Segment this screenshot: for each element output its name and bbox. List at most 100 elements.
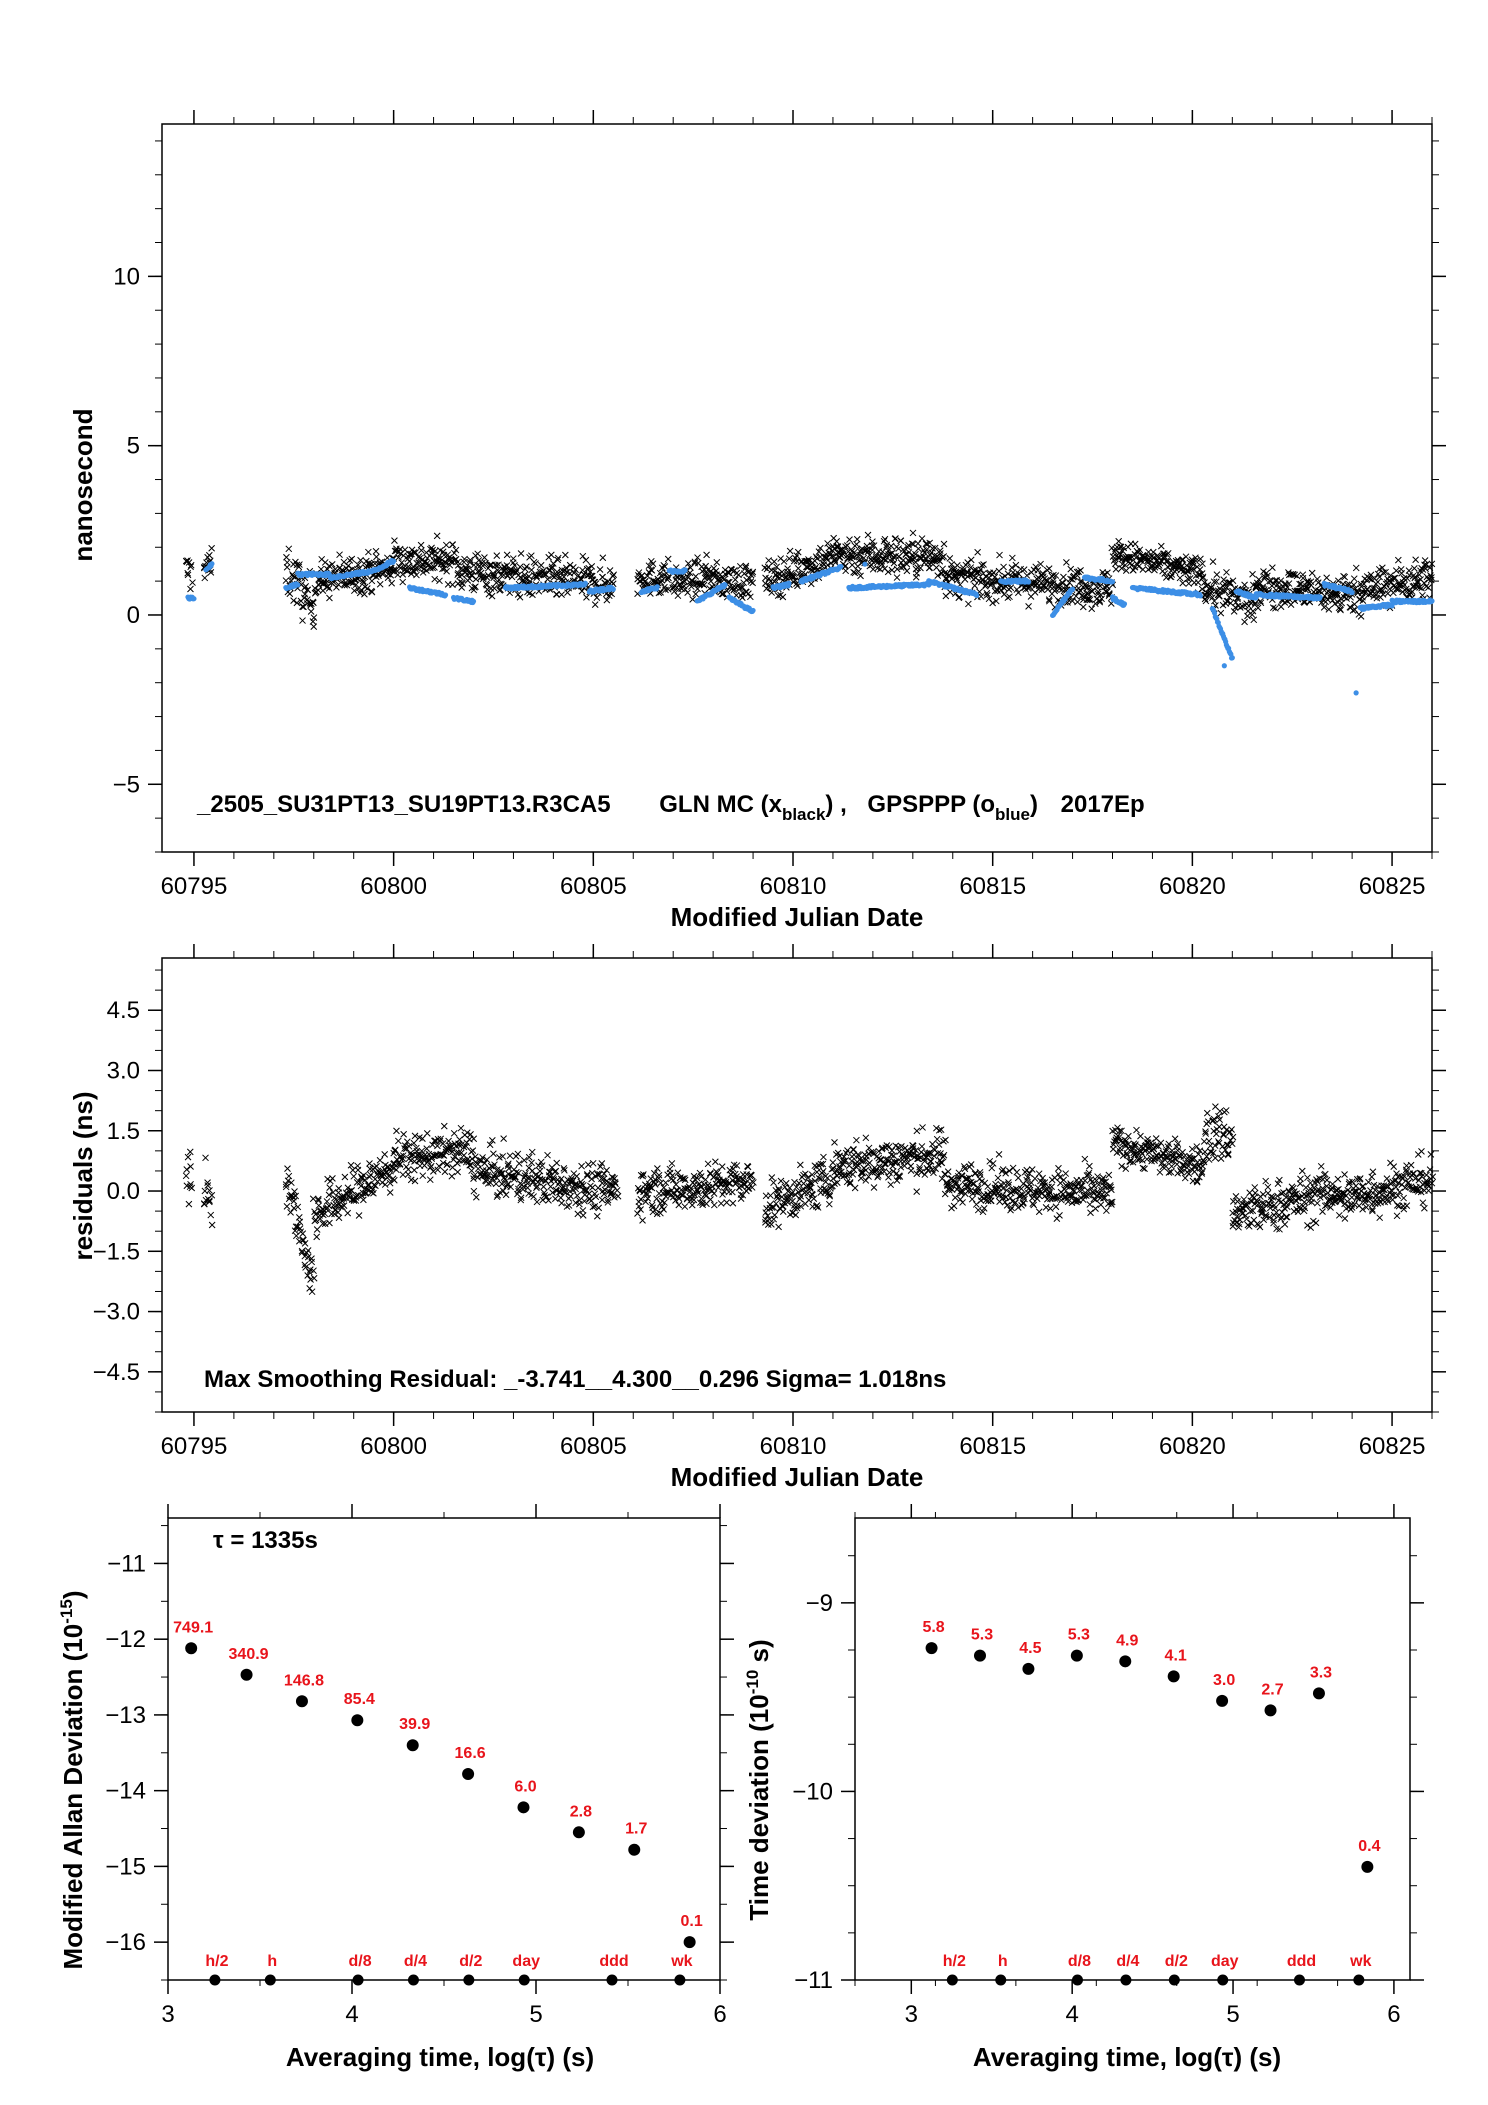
data-point-o: [750, 607, 756, 614]
p0-ann-gln-sub: black: [782, 805, 826, 824]
data-point-x: [1014, 589, 1022, 597]
p0-ann-epoch: 2017Ep: [1061, 791, 1145, 818]
data-point-x: [870, 542, 878, 549]
data-point-x: [554, 556, 562, 564]
data-point-x: [890, 553, 897, 561]
p1-ytick-label: 3.0: [107, 1057, 140, 1084]
p1-xtick-label: 60815: [959, 1433, 1026, 1460]
data-point-x: [934, 572, 942, 579]
data-point-x: [431, 575, 439, 583]
data-point-x: [851, 569, 859, 577]
data-point-x: [442, 541, 450, 549]
data-point-x: [648, 567, 656, 574]
data-point-x: [965, 600, 972, 608]
data-point-x: [299, 617, 306, 624]
data-point-x: [474, 550, 482, 558]
data-point-x: [848, 561, 856, 569]
data-point-o: [1069, 586, 1076, 592]
p1-xtick-label: 60825: [1359, 1433, 1426, 1460]
data-point-x: [427, 564, 434, 572]
data-point-x: [805, 557, 813, 565]
data-point-x: [376, 580, 384, 588]
data-point-x: [516, 593, 524, 601]
p0-xtick-label: 60815: [959, 873, 1026, 900]
data-point-x: [978, 561, 986, 569]
data-point-x: [892, 535, 899, 542]
data-point-x: [980, 561, 987, 568]
data-point-o: [1026, 579, 1032, 585]
p0-ytick-label: −5: [113, 771, 140, 798]
data-point-x: [824, 540, 831, 547]
data-point-x: [418, 546, 425, 554]
data-point-x: [692, 572, 700, 580]
data-point-o: [582, 580, 588, 586]
data-point-x: [335, 581, 342, 588]
data-point-o: [1229, 655, 1235, 661]
data-point-x: [583, 594, 590, 601]
p0-ylabel: nanosecond: [68, 408, 98, 561]
data-point-x: [359, 577, 367, 585]
data-point-x: [912, 558, 920, 566]
data-point-x: [807, 580, 815, 588]
data-point-x: [869, 538, 876, 545]
data-point-o: [1121, 601, 1128, 607]
data-point-o: [654, 584, 660, 590]
data-point-o: [722, 582, 728, 588]
data-point-x: [908, 540, 916, 548]
data-point-x: [1034, 567, 1042, 574]
data-point-x: [407, 570, 415, 578]
data-point-x: [201, 574, 209, 582]
data-point-x: [1009, 554, 1016, 562]
data-point-x: [336, 551, 343, 559]
data-point-x: [1077, 587, 1084, 595]
data-point-x: [903, 567, 911, 575]
data-point-x: [1073, 572, 1081, 579]
data-point-x: [423, 567, 430, 574]
data-point-x: [936, 557, 944, 565]
data-point-x: [390, 566, 398, 573]
p1-xlabel: Modified Julian Date: [671, 1462, 924, 1492]
data-point-x: [395, 553, 402, 561]
data-point-x: [566, 561, 574, 569]
data-point-x: [712, 567, 720, 575]
data-point-x: [884, 568, 892, 576]
data-point-x: [326, 594, 333, 602]
data-point-x: [477, 569, 485, 577]
data-point-x: [784, 565, 791, 572]
p1-ytick-label: 0.0: [107, 1178, 140, 1205]
data-point-x: [187, 561, 195, 569]
data-point-x: [843, 542, 851, 549]
data-point-x: [786, 547, 794, 555]
data-point-x: [548, 565, 556, 572]
data-point-x: [570, 569, 578, 577]
p1-xtick-label: 60810: [760, 1433, 827, 1460]
p0-annotation: _2505_SU31PT13_SU19PT13.R3CA5 GLN MC (xb…: [196, 791, 1145, 824]
p0-ytick-label: 0: [127, 602, 140, 629]
data-point-x: [893, 565, 901, 573]
data-point-x: [1007, 584, 1015, 592]
data-point-x: [401, 546, 409, 554]
data-point-x: [977, 593, 985, 600]
data-point-x: [992, 597, 1000, 605]
p0-ann-gps-end: ): [1030, 791, 1038, 818]
data-point-x: [410, 549, 418, 556]
data-point-x: [869, 546, 876, 554]
data-point-x: [703, 551, 710, 559]
data-point-x: [745, 590, 752, 597]
data-point-x: [537, 561, 545, 569]
data-point-x: [1012, 561, 1020, 569]
data-point-x: [289, 572, 297, 580]
data-point-x: [493, 552, 501, 560]
data-point-x: [299, 603, 306, 610]
data-point-x: [867, 555, 875, 563]
data-point-x: [350, 587, 358, 595]
data-point-o: [974, 592, 980, 599]
data-point-x: [511, 561, 518, 569]
data-point-x: [720, 576, 728, 583]
data-point-x: [363, 585, 371, 592]
data-point-x: [1087, 583, 1094, 591]
data-point-x: [749, 568, 757, 576]
data-point-o: [191, 596, 197, 602]
data-point-x: [495, 568, 503, 575]
